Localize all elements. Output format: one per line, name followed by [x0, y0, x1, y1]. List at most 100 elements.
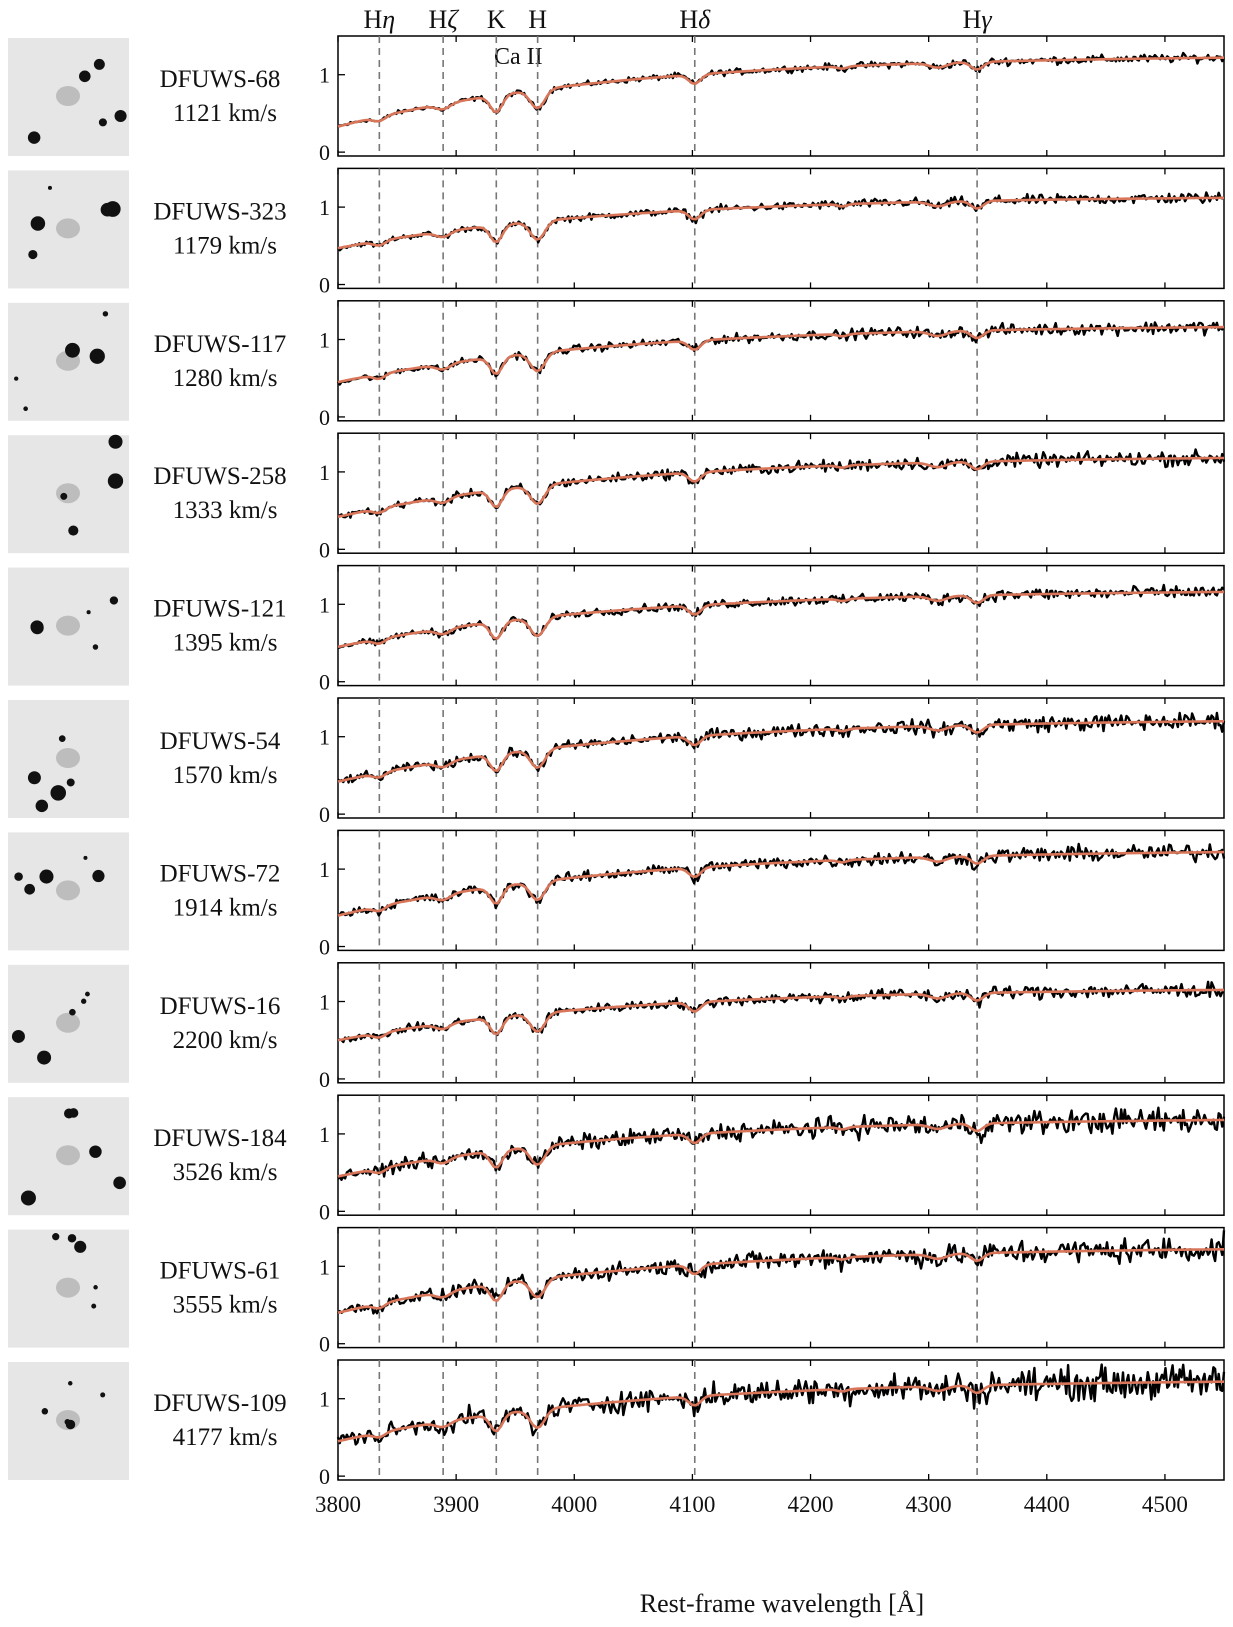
- galaxy-velocity: 4177 km/s: [173, 1424, 278, 1451]
- galaxy-thumbnail: [8, 832, 129, 951]
- observed-spectrum: [337, 51, 1226, 128]
- galaxy-velocity: 1395 km/s: [173, 630, 278, 657]
- star-dot: [98, 118, 107, 127]
- galaxy-thumbnail: [8, 700, 129, 818]
- star-dot: [81, 998, 87, 1004]
- panel-frame: [337, 167, 1225, 290]
- star-dot: [92, 644, 99, 650]
- y-tick-label: 1: [319, 592, 330, 617]
- star-dot: [114, 109, 127, 123]
- y-tick-label: 1: [319, 63, 330, 88]
- y-tick-label: 0: [319, 537, 330, 562]
- line-label: Hζ: [428, 5, 459, 34]
- spectrum-panel: DFUWS-184 3526 km/s 0 1: [8, 1094, 1226, 1224]
- y-tick-label: 0: [319, 1199, 330, 1224]
- model-spectrum: [337, 590, 1225, 649]
- star-dot: [85, 991, 90, 997]
- x-tick-label: 4300: [906, 1492, 952, 1517]
- galaxy-blob: [56, 483, 80, 504]
- galaxy-thumbnail: [8, 1229, 129, 1348]
- y-tick-label: 0: [319, 273, 330, 298]
- star-dot: [65, 342, 80, 358]
- model-spectrum: [337, 719, 1225, 783]
- star-dot: [23, 406, 28, 412]
- x-tick-label: 4400: [1024, 1492, 1070, 1517]
- model-spectrum: [337, 196, 1224, 250]
- spectrum-panel: DFUWS-72 1914 km/s 0 1: [8, 829, 1226, 960]
- star-dot: [91, 1303, 97, 1309]
- y-tick-label: 1: [319, 1387, 330, 1412]
- y-tick-label: 1: [319, 857, 330, 882]
- galaxy-name: DFUWS-72: [160, 860, 281, 887]
- line-label: Hη: [364, 5, 396, 34]
- galaxy-velocity: 1280 km/s: [173, 365, 278, 392]
- model-spectrum: [337, 988, 1224, 1042]
- panel-frame: [337, 1094, 1225, 1216]
- galaxy-velocity: 3555 km/s: [173, 1292, 278, 1319]
- y-tick-label: 1: [319, 460, 330, 485]
- star-dot: [67, 1234, 77, 1243]
- x-tick-label: 3900: [433, 1492, 479, 1517]
- line-label-letter: H: [528, 5, 547, 34]
- galaxy-name: DFUWS-121: [153, 596, 286, 623]
- star-dot: [14, 872, 23, 881]
- absorption-line-labels: Hη Hζ KCa IIH Hδ Hγ: [364, 5, 993, 70]
- spectrum-panel: DFUWS-61 3555 km/s 0 1: [8, 1226, 1226, 1357]
- galaxy-thumbnail: [8, 38, 129, 156]
- line-label-greek: γ: [981, 5, 992, 34]
- galaxy-blob: [56, 1277, 80, 1298]
- galaxy-name: DFUWS-258: [153, 463, 286, 490]
- line-label-letter: H: [428, 5, 447, 34]
- galaxy-blob: [56, 218, 80, 239]
- star-dot: [83, 855, 88, 860]
- galaxy-blob: [56, 1145, 80, 1166]
- panel-frame: [337, 564, 1225, 687]
- galaxy-thumbnail: [8, 1097, 129, 1216]
- panel-frame: [337, 432, 1225, 554]
- star-dot: [100, 202, 115, 217]
- star-dot: [68, 525, 79, 536]
- panel-frame: [337, 300, 1225, 422]
- star-dot: [92, 869, 105, 883]
- galaxy-thumbnail: [8, 170, 129, 289]
- star-dot: [14, 376, 19, 381]
- observed-spectrum: [337, 1106, 1226, 1181]
- galaxy-velocity: 1121 km/s: [173, 100, 277, 127]
- galaxy-velocity: 2200 km/s: [173, 1027, 278, 1054]
- line-label: Hγ: [963, 5, 993, 34]
- x-axis-label: Rest-frame wavelength [Å]: [640, 1589, 924, 1618]
- galaxy-thumbnail: [8, 567, 129, 686]
- line-label: K: [487, 5, 506, 34]
- line-label-greek: δ: [698, 5, 711, 34]
- line-label-letter: H: [364, 5, 383, 34]
- y-tick-label: 0: [319, 1067, 330, 1092]
- x-tick-label: 4100: [669, 1492, 715, 1517]
- galaxy-blob: [56, 748, 80, 768]
- model-spectrum: [337, 1248, 1224, 1315]
- spectrum-panel: DFUWS-121 1395 km/s 0 1: [8, 564, 1225, 695]
- galaxy-name: DFUWS-323: [153, 198, 286, 225]
- star-dot: [20, 1190, 36, 1206]
- y-tick-label: 0: [319, 802, 330, 827]
- spectrum-panel: DFUWS-117 1280 km/s 0 1: [8, 300, 1225, 430]
- model-spectrum: [337, 1118, 1224, 1178]
- spectrum-panel: DFUWS-109 4177 km/s 0 1: [8, 1359, 1226, 1489]
- galaxy-name: DFUWS-184: [153, 1125, 287, 1152]
- panel-frame: [337, 1359, 1225, 1481]
- star-dot: [110, 474, 124, 488]
- star-dot: [39, 869, 54, 884]
- star-dot: [89, 1145, 102, 1158]
- star-dot: [47, 185, 52, 190]
- observed-spectrum: [336, 321, 1225, 386]
- line-label-letter: H: [963, 5, 982, 34]
- star-dot: [52, 1233, 60, 1241]
- star-dot: [78, 70, 91, 83]
- star-dot: [69, 1008, 76, 1016]
- panel-frame: [337, 1226, 1225, 1349]
- y-tick-label: 0: [319, 1332, 330, 1357]
- star-dot: [11, 1029, 25, 1043]
- x-tick-label: 3800: [315, 1492, 361, 1517]
- x-tick-label: 4000: [551, 1492, 597, 1517]
- line-label-greek: ζ: [447, 5, 459, 34]
